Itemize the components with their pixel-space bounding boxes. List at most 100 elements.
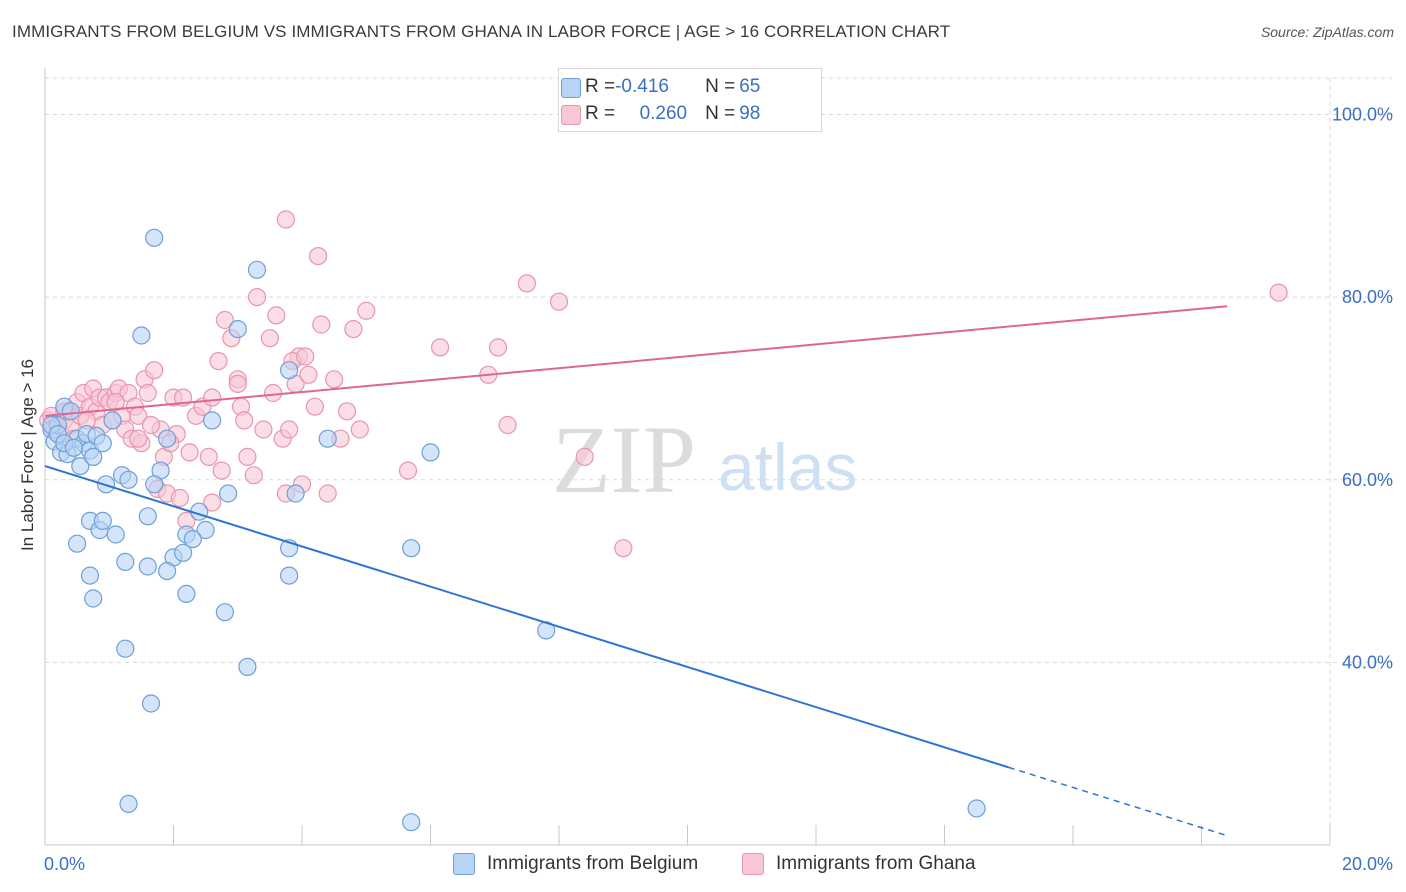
watermark-zip: ZIP [552,406,696,513]
belgium-point [103,411,122,430]
belgium-point [138,557,157,576]
belgium-point [280,566,299,585]
n-value: 65 [739,76,761,97]
source-credit: Source: ZipAtlas.com [1260,24,1394,40]
n-label: N = [705,103,736,124]
belgium-swatch [561,78,581,98]
ghana-swatch [561,105,581,125]
ghana-point [228,374,247,393]
ghana-point [180,443,199,462]
ghana-point [431,338,450,357]
r-label: R = [585,76,616,97]
ghana-point [215,310,234,330]
belgium-point [67,534,87,553]
chart-title: IMMIGRANTS FROM BELGIUM VS IMMIGRANTS FR… [12,22,951,41]
ghana-point [312,315,331,334]
y-tick-label: 60.0% [1342,470,1393,490]
belgium-point [967,799,986,818]
ghana-point [203,493,222,512]
belgium-point [84,589,103,608]
ghana-point [247,288,267,307]
belgium-point [286,484,305,503]
belgium-point [84,447,103,466]
ghana-point [244,466,263,485]
belgium-point [132,326,151,345]
belgium-point [158,429,177,448]
ghana-point [549,292,569,311]
ghana-point [129,429,148,448]
belgium-legend-label: Immigrants from Belgium [487,853,699,874]
r-value-text: 0.260 [639,103,688,124]
belgium-point [138,507,157,526]
y-axis-label: In Labor Force | Age > 16 [18,358,37,552]
x-tick-label: 0.0% [44,854,85,874]
ghana-legend-label: Immigrants from Ghana [776,853,976,874]
x-tick-label: 20.0% [1342,854,1393,874]
legend-item-ghana: Immigrants from Ghana [742,852,976,876]
axis-layer [44,68,1331,846]
belgium-points [42,228,986,832]
belgium-point [93,434,112,453]
ghana-point [238,447,257,466]
ghana-point [357,301,376,320]
belgium-point [80,566,100,585]
ghana-point [398,461,418,480]
belgium-point [61,402,80,421]
r-label: R = [585,103,616,124]
y-tick-label: 40.0% [1342,652,1393,672]
belgium-point [238,657,257,677]
trend-lines [44,305,1228,837]
belgium-point [421,443,440,462]
ghana-point [337,402,357,421]
r-value: -0.416 [615,76,669,97]
belgium-point [318,429,337,448]
legend-item-belgium: Immigrants from Belgium [453,852,698,876]
belgium-point [183,529,202,549]
belgium-point [280,361,299,380]
ghana-point [199,447,218,466]
ghana-point [145,361,164,380]
belgium-point [158,561,177,581]
n-label: N = [705,76,736,97]
belgium-legend-swatch [453,853,475,875]
n-value: 98 [739,103,761,124]
tick-labels: 40.0% 60.0% 80.0% 100.0% 0.0% 20.0% [44,105,1393,874]
r-value: 0.260 [615,103,688,125]
ghana-legend-swatch [742,853,764,875]
ghana-point [309,247,328,266]
belgium-point [247,260,267,279]
belgium-point [116,552,135,572]
ghana-point [299,365,318,384]
ghana-point [203,388,222,407]
ghana-point [350,420,369,439]
belgium-point [116,639,135,658]
belgium-point [71,457,90,476]
ghana-point [254,420,273,439]
ghana-point [296,347,315,366]
ghana-point [575,447,594,466]
belgium-point [93,511,112,531]
ghana-point [344,320,363,339]
ghana-point [488,338,508,357]
legend-row-belgium: R = -0.416 N = 65 [561,75,761,99]
belgium-point [64,438,84,457]
watermark: ZIP atlas [552,406,857,513]
y-tick-label: 100.0% [1332,105,1393,125]
correlation-legend: R = -0.416 N = 65 R = 0.260 N = 98 [558,68,822,132]
belgium-point [228,320,247,339]
belgium-point [402,539,421,558]
ghana-point [614,539,633,558]
legend-row-ghana: R = 0.260 N = 98 [561,102,761,126]
ghana-point [209,352,228,371]
ghana-point [170,488,189,508]
belgium-point [145,475,164,494]
belgium-point [203,411,222,430]
y-tick-label: 80.0% [1342,287,1393,307]
ghana-point [235,411,254,430]
ghana-point [141,415,161,435]
watermark-atlas: atlas [718,430,857,504]
ghana-trend-line [44,305,1228,417]
ghana-point [325,370,344,389]
ghana-point [138,383,157,403]
ghana-point [212,461,231,480]
